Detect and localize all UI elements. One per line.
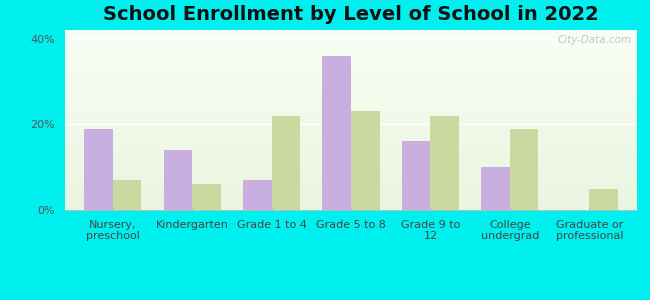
Bar bbox=[402, 141, 430, 210]
Bar bbox=[430, 116, 459, 210]
Bar bbox=[192, 184, 221, 210]
Bar bbox=[112, 180, 141, 210]
Text: City-Data.com: City-Data.com bbox=[557, 35, 631, 45]
Bar bbox=[481, 167, 510, 210]
Bar bbox=[590, 189, 618, 210]
Title: School Enrollment by Level of School in 2022: School Enrollment by Level of School in … bbox=[103, 5, 599, 24]
Bar bbox=[243, 180, 272, 210]
Bar bbox=[510, 129, 538, 210]
Bar bbox=[84, 129, 112, 210]
Bar bbox=[351, 111, 380, 210]
Bar bbox=[272, 116, 300, 210]
Bar bbox=[322, 56, 351, 210]
Bar bbox=[164, 150, 192, 210]
